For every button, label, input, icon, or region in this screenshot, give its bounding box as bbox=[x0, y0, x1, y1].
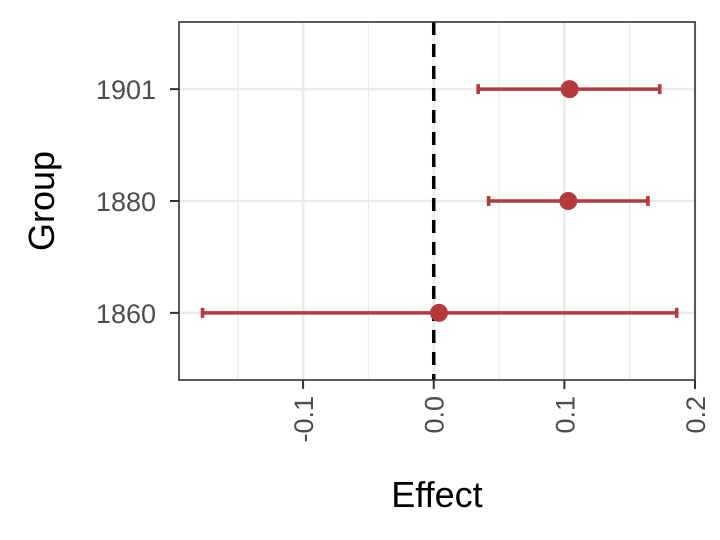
point-1880 bbox=[559, 192, 578, 210]
x-tick-label: 0.1 bbox=[550, 396, 580, 434]
y-axis-title: Group bbox=[21, 151, 62, 251]
x-axis-title: Effect bbox=[391, 474, 482, 515]
x-tick-label: -0.1 bbox=[289, 396, 319, 443]
x-tick-label: 0.0 bbox=[420, 396, 450, 434]
y-tick-label-1901: 1901 bbox=[96, 75, 156, 105]
y-axis: 1860 1880 1901 bbox=[96, 75, 179, 329]
y-tick-label-1860: 1860 bbox=[96, 299, 156, 329]
x-tick-label: 0.2 bbox=[681, 396, 711, 434]
point-1901 bbox=[560, 80, 579, 99]
chart-marks bbox=[200, 80, 679, 322]
point-1860 bbox=[429, 303, 448, 322]
y-tick-label-1880: 1880 bbox=[96, 187, 156, 217]
x-axis: -0.1 0.0 0.1 0.2 bbox=[289, 380, 711, 443]
